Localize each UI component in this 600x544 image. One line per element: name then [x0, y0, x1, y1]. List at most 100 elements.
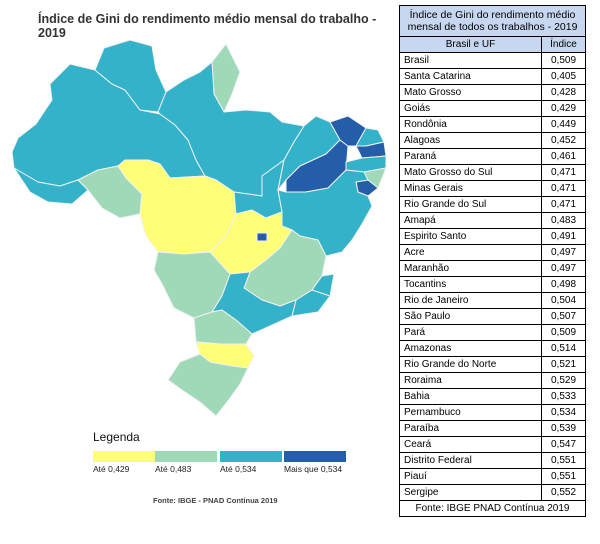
table-cell-index: 0,428	[540, 84, 587, 101]
table-cell-region: Amapá	[399, 212, 542, 229]
table-row: Acre 0,497	[399, 244, 587, 261]
map-title: Índice de Gini do rendimento médio mensa…	[38, 12, 377, 40]
table-cell-index: 0,497	[540, 260, 587, 277]
table-row: Mato Grosso 0,428	[399, 84, 587, 101]
table-cell-index: 0,452	[540, 132, 587, 149]
table-row: Roraima 0,529	[399, 372, 587, 389]
table-cell-index: 0,509	[540, 324, 587, 341]
table-cell-index: 0,539	[540, 420, 587, 437]
brazil-map	[11, 39, 387, 417]
map-source: Fonte: IBGE - PNAD Contínua 2019	[153, 496, 278, 505]
table-row: Sergipe 0,552	[399, 484, 587, 501]
legend-item-1: Até 0,429	[93, 451, 155, 474]
table-cell-region: Amazonas	[399, 340, 542, 357]
legend-swatch-3	[220, 451, 282, 462]
table-cell-region: Pernambuco	[399, 404, 542, 421]
table-title: Índice de Gini do rendimento médio mensa…	[398, 5, 587, 37]
table-cell-index: 0,504	[540, 292, 587, 309]
legend-swatch-4	[284, 451, 346, 462]
table-cell-index: 0,533	[540, 388, 587, 405]
region-distrito-federal[interactable]	[256, 232, 268, 242]
legend-item-4: Mais que 0,534	[284, 451, 346, 474]
table-cell-region: Acre	[399, 244, 542, 261]
table-row: Amazonas 0,514	[399, 340, 587, 357]
table-cell-index: 0,551	[540, 452, 587, 469]
table-row: Distrito Federal 0,551	[399, 452, 587, 469]
table-row: Amapá 0,483	[399, 212, 587, 229]
table-row: Rio Grande do Norte 0,521	[399, 356, 587, 373]
table-cell-index: 0,534	[540, 404, 587, 421]
table-cell-region: Pará	[399, 324, 542, 341]
table-row: Piauí 0,551	[399, 468, 587, 485]
table-cell-index: 0,471	[540, 164, 587, 181]
legend-label-2: Até 0,483	[155, 464, 192, 474]
table-cell-region: Paraíba	[399, 420, 542, 437]
table-cell-index: 0,491	[540, 228, 587, 245]
table-cell-index: 0,551	[540, 468, 587, 485]
table-cell-index: 0,429	[540, 100, 587, 117]
table-cell-region: Distrito Federal	[399, 452, 542, 469]
table-cell-index: 0,483	[540, 212, 587, 229]
table-row: Espirito Santo 0,491	[399, 228, 587, 245]
table-cell-region: Brasil	[399, 52, 542, 69]
table-row: Mato Grosso do Sul 0,471	[399, 164, 587, 181]
legend-item-3: Até 0,534	[220, 451, 282, 474]
region-rio-grande-do-sul[interactable]	[167, 353, 249, 417]
table-cell-index: 0,449	[540, 116, 587, 133]
table-row: São Paulo 0,507	[399, 308, 587, 325]
table-row: Bahia 0,533	[399, 388, 587, 405]
table-row: Pará 0,509	[399, 324, 587, 341]
table-cell-index: 0,509	[540, 52, 587, 69]
table-source: Fonte: IBGE PNAD Contínua 2019	[398, 500, 587, 517]
table-row: Minas Gerais 0,471	[399, 180, 587, 197]
table-cell-region: Rio Grande do Sul	[399, 196, 542, 213]
table-cell-region: São Paulo	[399, 308, 542, 325]
legend-label-3: Até 0,534	[220, 464, 257, 474]
table-row: Paraná 0,461	[399, 148, 587, 165]
table-cell-index: 0,547	[540, 436, 587, 453]
table-row: Ceará 0,547	[399, 436, 587, 453]
table-cell-index: 0,405	[540, 68, 587, 85]
table-row: Santa Catarina 0,405	[399, 68, 587, 85]
table-cell-region: Maranhão	[399, 260, 542, 277]
table-row: Rondônia 0,449	[399, 116, 587, 133]
region-paraiba[interactable]	[355, 141, 387, 159]
table-cell-region: Minas Gerais	[399, 180, 542, 197]
table-cell-index: 0,497	[540, 244, 587, 261]
table-cell-index: 0,521	[540, 356, 587, 373]
table-row: Brasil 0,509	[399, 52, 587, 69]
table-cell-region: Espirito Santo	[399, 228, 542, 245]
table-cell-index: 0,461	[540, 148, 587, 165]
table-cell-region: Rondônia	[399, 116, 542, 133]
table-cell-region: Rio Grande do Norte	[399, 356, 542, 373]
table-row: Alagoas 0,452	[399, 132, 587, 149]
table-cell-region: Roraima	[399, 372, 542, 389]
table-cell-index: 0,552	[540, 484, 587, 501]
table-cell-region: Santa Catarina	[399, 68, 542, 85]
table-cell-index: 0,498	[540, 276, 587, 293]
table-cell-region: Alagoas	[399, 132, 542, 149]
table-row: Rio Grande do Sul 0,471	[399, 196, 587, 213]
table-cell-index: 0,514	[540, 340, 587, 357]
table-row: Paraíba 0,539	[399, 420, 587, 437]
table-row: Rio de Janeiro 0,504	[399, 292, 587, 309]
legend-item-2: Até 0,483	[155, 451, 217, 474]
legend-swatch-2	[155, 451, 217, 462]
legend-label-4: Mais que 0,534	[284, 464, 343, 474]
gini-table: Índice de Gini do rendimento médio mensa…	[398, 5, 587, 517]
table-cell-region: Sergipe	[399, 484, 542, 501]
table-row: Goiás 0,429	[399, 100, 587, 117]
table-cell-index: 0,529	[540, 372, 587, 389]
table-row: Tocantins 0,498	[399, 276, 587, 293]
table-cell-index: 0,471	[540, 180, 587, 197]
table-cell-region: Rio de Janeiro	[399, 292, 542, 309]
table-cell-region: Mato Grosso	[399, 84, 542, 101]
table-cell-region: Piauí	[399, 468, 542, 485]
table-row: Maranhão 0,497	[399, 260, 587, 277]
column-header-index: Índice	[540, 36, 587, 53]
table-cell-region: Mato Grosso do Sul	[399, 164, 542, 181]
legend-swatch-1	[93, 451, 155, 462]
region-rio-de-janeiro[interactable]	[291, 289, 331, 317]
table-cell-region: Ceará	[399, 436, 542, 453]
table-cell-index: 0,471	[540, 196, 587, 213]
